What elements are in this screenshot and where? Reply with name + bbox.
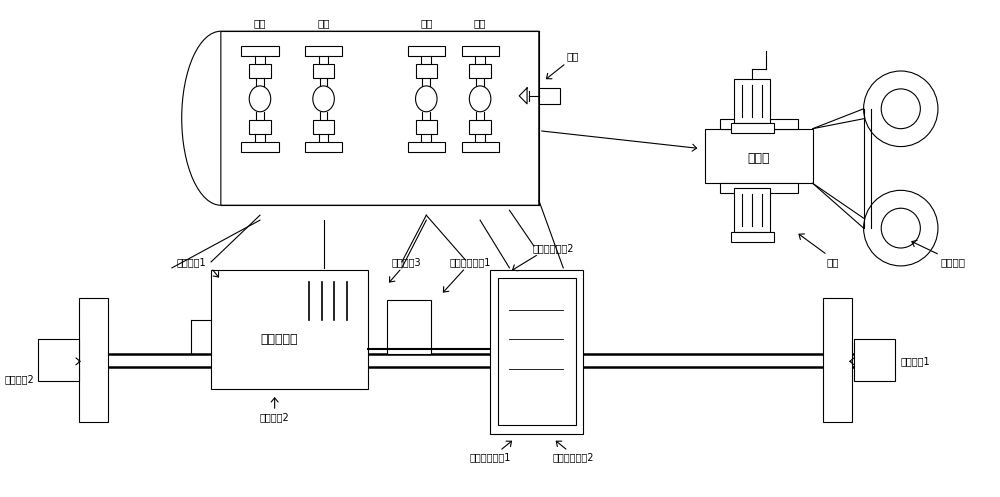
Text: 轴筱轴承2: 轴筱轴承2: [4, 374, 34, 384]
Text: 制动杆杆: 制动杆杆: [940, 257, 965, 267]
Circle shape: [864, 71, 938, 147]
Text: 小齿轮筱轴承2: 小齿轮筱轴承2: [533, 243, 574, 253]
Bar: [720, 183, 798, 193]
Bar: [249, 64, 271, 78]
Text: 四轴: 四轴: [474, 18, 486, 28]
Bar: [823, 298, 852, 422]
Bar: [720, 119, 798, 129]
Bar: [313, 64, 334, 78]
Text: 电机轴承2: 电机轴承2: [260, 412, 290, 422]
Bar: [408, 46, 445, 56]
Text: 大齿轮筱轴承1: 大齿轮筱轴承1: [469, 452, 511, 462]
Bar: [734, 188, 770, 232]
Circle shape: [864, 190, 938, 266]
Text: 二轴: 二轴: [317, 18, 330, 28]
Bar: [416, 64, 437, 78]
Circle shape: [881, 89, 920, 129]
Bar: [305, 46, 342, 56]
Bar: [211, 270, 368, 389]
Text: 轴筱轴承1: 轴筱轴承1: [901, 356, 930, 366]
Bar: [469, 64, 491, 78]
Bar: [498, 278, 576, 425]
Bar: [241, 46, 279, 56]
Bar: [313, 120, 334, 134]
Bar: [416, 120, 437, 134]
Circle shape: [881, 208, 920, 248]
Bar: [705, 129, 813, 183]
Bar: [731, 123, 774, 133]
Bar: [734, 79, 770, 123]
Bar: [249, 120, 271, 134]
Bar: [469, 120, 491, 134]
Bar: [462, 142, 499, 152]
Bar: [79, 298, 108, 422]
Bar: [241, 142, 279, 152]
Bar: [731, 232, 774, 242]
Text: 电机轴承3: 电机轴承3: [392, 257, 422, 267]
Ellipse shape: [313, 86, 334, 112]
Ellipse shape: [416, 86, 437, 112]
Text: 一轴: 一轴: [254, 18, 266, 28]
Ellipse shape: [249, 86, 271, 112]
Bar: [305, 142, 342, 152]
Bar: [38, 339, 79, 381]
Text: 牢引电动机: 牢引电动机: [261, 333, 298, 346]
Bar: [539, 88, 560, 104]
Text: 小齿轮筱轴承1: 小齿轮筱轴承1: [450, 257, 491, 267]
Bar: [408, 142, 445, 152]
Bar: [854, 339, 895, 381]
Text: 车锤: 车锤: [567, 51, 579, 61]
Bar: [490, 270, 583, 434]
Polygon shape: [519, 88, 527, 104]
Text: 制动盘: 制动盘: [748, 152, 770, 165]
Bar: [387, 300, 431, 354]
Ellipse shape: [469, 86, 491, 112]
Text: 电机轴承1: 电机轴承1: [177, 257, 206, 267]
Bar: [462, 46, 499, 56]
Text: 三轴: 三轴: [420, 18, 433, 28]
Text: 大齿轮筱轴承2: 大齿轮筱轴承2: [552, 452, 594, 462]
FancyBboxPatch shape: [221, 31, 539, 205]
Text: 闸片: 闸片: [826, 257, 839, 267]
